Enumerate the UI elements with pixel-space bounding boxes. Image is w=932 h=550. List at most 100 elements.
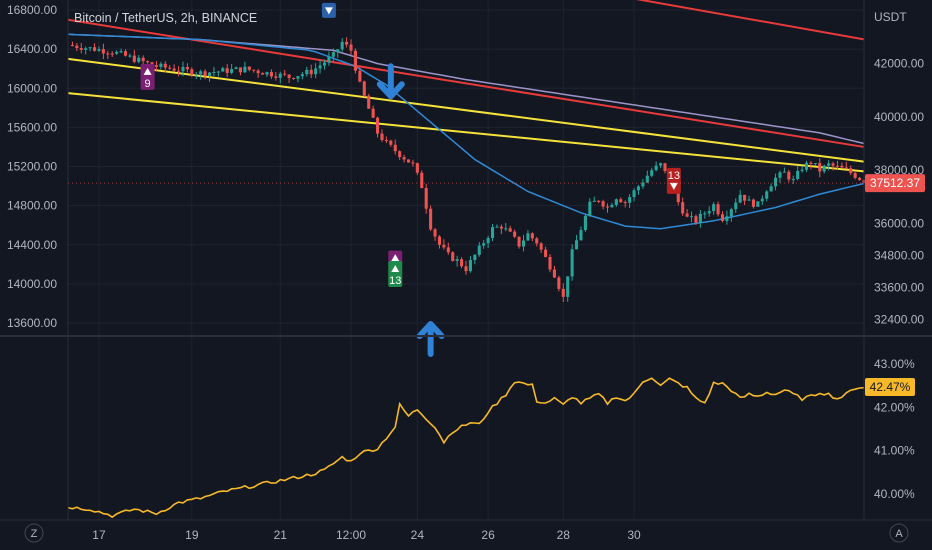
signal-marker-count: 13 bbox=[389, 275, 401, 287]
candle-body bbox=[464, 266, 468, 272]
candle-body bbox=[468, 260, 472, 272]
time-axis-tick-label: 26 bbox=[481, 528, 495, 542]
candle-body bbox=[835, 165, 840, 167]
candle-body bbox=[146, 61, 150, 63]
candle-body bbox=[437, 236, 442, 245]
candle-body bbox=[137, 57, 141, 62]
signal-marker: 9 bbox=[140, 63, 155, 90]
left-axis-tick-label: 16800.00 bbox=[7, 3, 57, 17]
candle-body bbox=[743, 194, 747, 201]
candle-body bbox=[769, 186, 773, 192]
signal-marker: 13 bbox=[666, 167, 681, 194]
candle-body bbox=[278, 73, 282, 78]
candle-body bbox=[420, 172, 424, 189]
candle-body bbox=[552, 269, 556, 278]
dominance-axis-tick-label: 41.00% bbox=[874, 444, 915, 458]
candle-body bbox=[526, 233, 530, 241]
candle-body bbox=[747, 199, 751, 201]
candle-body bbox=[597, 200, 601, 202]
triangle-down-icon bbox=[324, 7, 333, 15]
candle-body bbox=[163, 63, 167, 68]
candle-body bbox=[641, 182, 645, 187]
candle-body bbox=[181, 67, 185, 72]
candle-body bbox=[610, 204, 614, 208]
candle-body bbox=[92, 47, 97, 51]
candle-body bbox=[840, 165, 844, 168]
candle-body bbox=[207, 72, 212, 76]
candle-body bbox=[632, 190, 636, 198]
candle-body bbox=[353, 50, 357, 71]
candle-body bbox=[212, 72, 216, 74]
signal-marker bbox=[321, 2, 336, 18]
candle-body bbox=[415, 163, 419, 173]
time-axis-tick-label: 24 bbox=[411, 528, 425, 542]
candle-body bbox=[283, 73, 287, 75]
time-axis-tick-label: 28 bbox=[557, 528, 571, 542]
candle-body bbox=[168, 67, 172, 69]
candle-body bbox=[398, 151, 402, 158]
candle-body bbox=[628, 197, 632, 203]
candle-body bbox=[123, 51, 128, 56]
time-axis-tick-label: 21 bbox=[274, 528, 288, 542]
candle-body bbox=[345, 41, 349, 45]
candle-body bbox=[234, 67, 238, 70]
candle-body bbox=[367, 95, 371, 109]
candle-body bbox=[406, 159, 411, 163]
dominance-axis-tick-label: 43.00% bbox=[874, 357, 915, 371]
candle-body bbox=[106, 53, 110, 55]
candle-body bbox=[185, 67, 189, 70]
scale-button-z-label: Z bbox=[31, 528, 38, 540]
candle-body bbox=[327, 56, 331, 63]
candle-body bbox=[508, 228, 512, 232]
arrow-up-icon bbox=[416, 320, 445, 357]
candle-body bbox=[513, 231, 517, 237]
candle-body bbox=[535, 238, 539, 244]
candle-body bbox=[429, 208, 433, 230]
candle-body bbox=[190, 69, 194, 75]
right-axis-tick-label: 40000.00 bbox=[874, 110, 924, 124]
triangle-up-icon bbox=[391, 254, 400, 262]
currency-label: USDT bbox=[874, 10, 907, 24]
candle-body bbox=[495, 226, 499, 228]
candle-body bbox=[782, 171, 786, 173]
candle-body bbox=[734, 202, 738, 210]
candle-body bbox=[159, 63, 163, 67]
candle-body bbox=[287, 74, 291, 78]
candle-body bbox=[570, 249, 574, 277]
candle-body bbox=[101, 49, 105, 54]
candle-body bbox=[110, 53, 114, 55]
candle-body bbox=[252, 69, 256, 71]
candle-body bbox=[796, 170, 800, 180]
candle-body bbox=[583, 215, 587, 231]
candle-body bbox=[539, 243, 543, 250]
left-axis-tick-label: 14000.00 bbox=[7, 277, 57, 291]
candle-body bbox=[588, 201, 592, 216]
triangle-up-icon bbox=[391, 265, 400, 273]
right-axis-tick-label: 42000.00 bbox=[874, 57, 924, 71]
candle-body bbox=[230, 69, 234, 73]
right-axis-tick-label: 36000.00 bbox=[874, 216, 924, 230]
scale-button-a[interactable]: A bbox=[889, 523, 909, 543]
candle-body bbox=[791, 179, 795, 181]
left-axis-tick-label: 14800.00 bbox=[7, 199, 57, 213]
scale-button-z[interactable]: Z bbox=[24, 523, 44, 543]
candle-body bbox=[389, 140, 393, 145]
candle-body bbox=[79, 48, 83, 50]
signal-marker-box bbox=[388, 261, 403, 288]
candle-body bbox=[645, 175, 649, 183]
arrow-down-stroke bbox=[376, 63, 405, 100]
candle-body bbox=[499, 226, 503, 229]
candle-body bbox=[411, 162, 415, 164]
candle-body bbox=[274, 76, 278, 78]
candle-body bbox=[756, 201, 760, 207]
candle-body bbox=[119, 51, 123, 53]
candle-body bbox=[300, 74, 304, 77]
candle-body bbox=[844, 167, 848, 169]
candle-body bbox=[694, 216, 698, 223]
candle-body bbox=[751, 199, 755, 207]
candle-body bbox=[765, 191, 769, 199]
candle-body bbox=[685, 213, 689, 217]
